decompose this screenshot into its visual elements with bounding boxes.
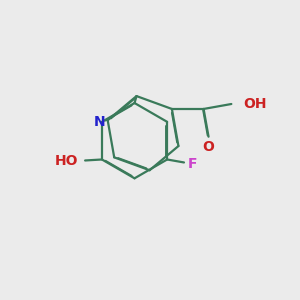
Text: F: F [188, 158, 198, 171]
Text: OH: OH [243, 97, 267, 111]
Text: O: O [202, 140, 214, 154]
Text: HO: HO [55, 154, 78, 169]
Text: N: N [94, 115, 106, 129]
